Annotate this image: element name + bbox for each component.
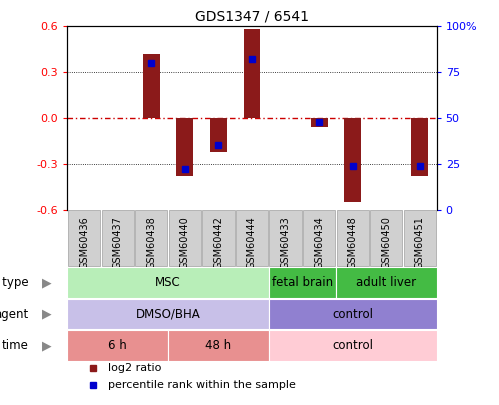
Text: 6 h: 6 h [108,339,127,352]
Text: GSM60451: GSM60451 [415,216,425,269]
FancyBboxPatch shape [67,267,269,298]
Text: percentile rank within the sample: percentile rank within the sample [108,379,296,390]
Bar [210,118,227,151]
FancyBboxPatch shape [102,210,134,266]
Text: ▶: ▶ [42,308,52,321]
FancyBboxPatch shape [337,210,369,266]
Text: GSM60442: GSM60442 [214,216,224,269]
Text: GSM60450: GSM60450 [381,216,391,269]
Text: GSM60438: GSM60438 [146,216,156,269]
Title: GDS1347 / 6541: GDS1347 / 6541 [195,10,309,24]
Text: control: control [332,308,373,321]
Text: control: control [332,339,373,352]
FancyBboxPatch shape [168,330,269,361]
FancyBboxPatch shape [269,267,336,298]
FancyBboxPatch shape [202,210,235,266]
Text: DMSO/BHA: DMSO/BHA [136,308,201,321]
Text: GSM60436: GSM60436 [79,216,89,269]
Text: cell type: cell type [0,276,28,289]
Text: GSM60448: GSM60448 [348,216,358,269]
Text: fetal brain: fetal brain [272,276,333,289]
FancyBboxPatch shape [169,210,201,266]
Text: time: time [1,339,28,352]
Text: log2 ratio: log2 ratio [108,363,161,373]
Text: GSM60433: GSM60433 [280,216,290,269]
FancyBboxPatch shape [303,210,335,266]
Bar [344,118,361,202]
FancyBboxPatch shape [67,330,168,361]
FancyBboxPatch shape [269,210,302,266]
Bar [244,30,260,118]
Text: agent: agent [0,308,28,321]
Bar [177,118,193,176]
FancyBboxPatch shape [269,330,437,361]
Bar [143,54,160,118]
Text: ▶: ▶ [42,339,52,352]
FancyBboxPatch shape [404,210,436,266]
Text: 48 h: 48 h [206,339,232,352]
FancyBboxPatch shape [67,299,269,329]
Text: GSM60440: GSM60440 [180,216,190,269]
Bar [311,118,327,127]
FancyBboxPatch shape [370,210,402,266]
Text: ▶: ▶ [42,276,52,289]
FancyBboxPatch shape [236,210,268,266]
Text: GSM60437: GSM60437 [113,216,123,269]
FancyBboxPatch shape [68,210,100,266]
Text: adult liver: adult liver [356,276,416,289]
FancyBboxPatch shape [269,299,437,329]
Bar [412,118,428,176]
Text: GSM60434: GSM60434 [314,216,324,269]
Text: MSC: MSC [155,276,181,289]
Text: GSM60444: GSM60444 [247,216,257,269]
FancyBboxPatch shape [336,267,437,298]
FancyBboxPatch shape [135,210,167,266]
